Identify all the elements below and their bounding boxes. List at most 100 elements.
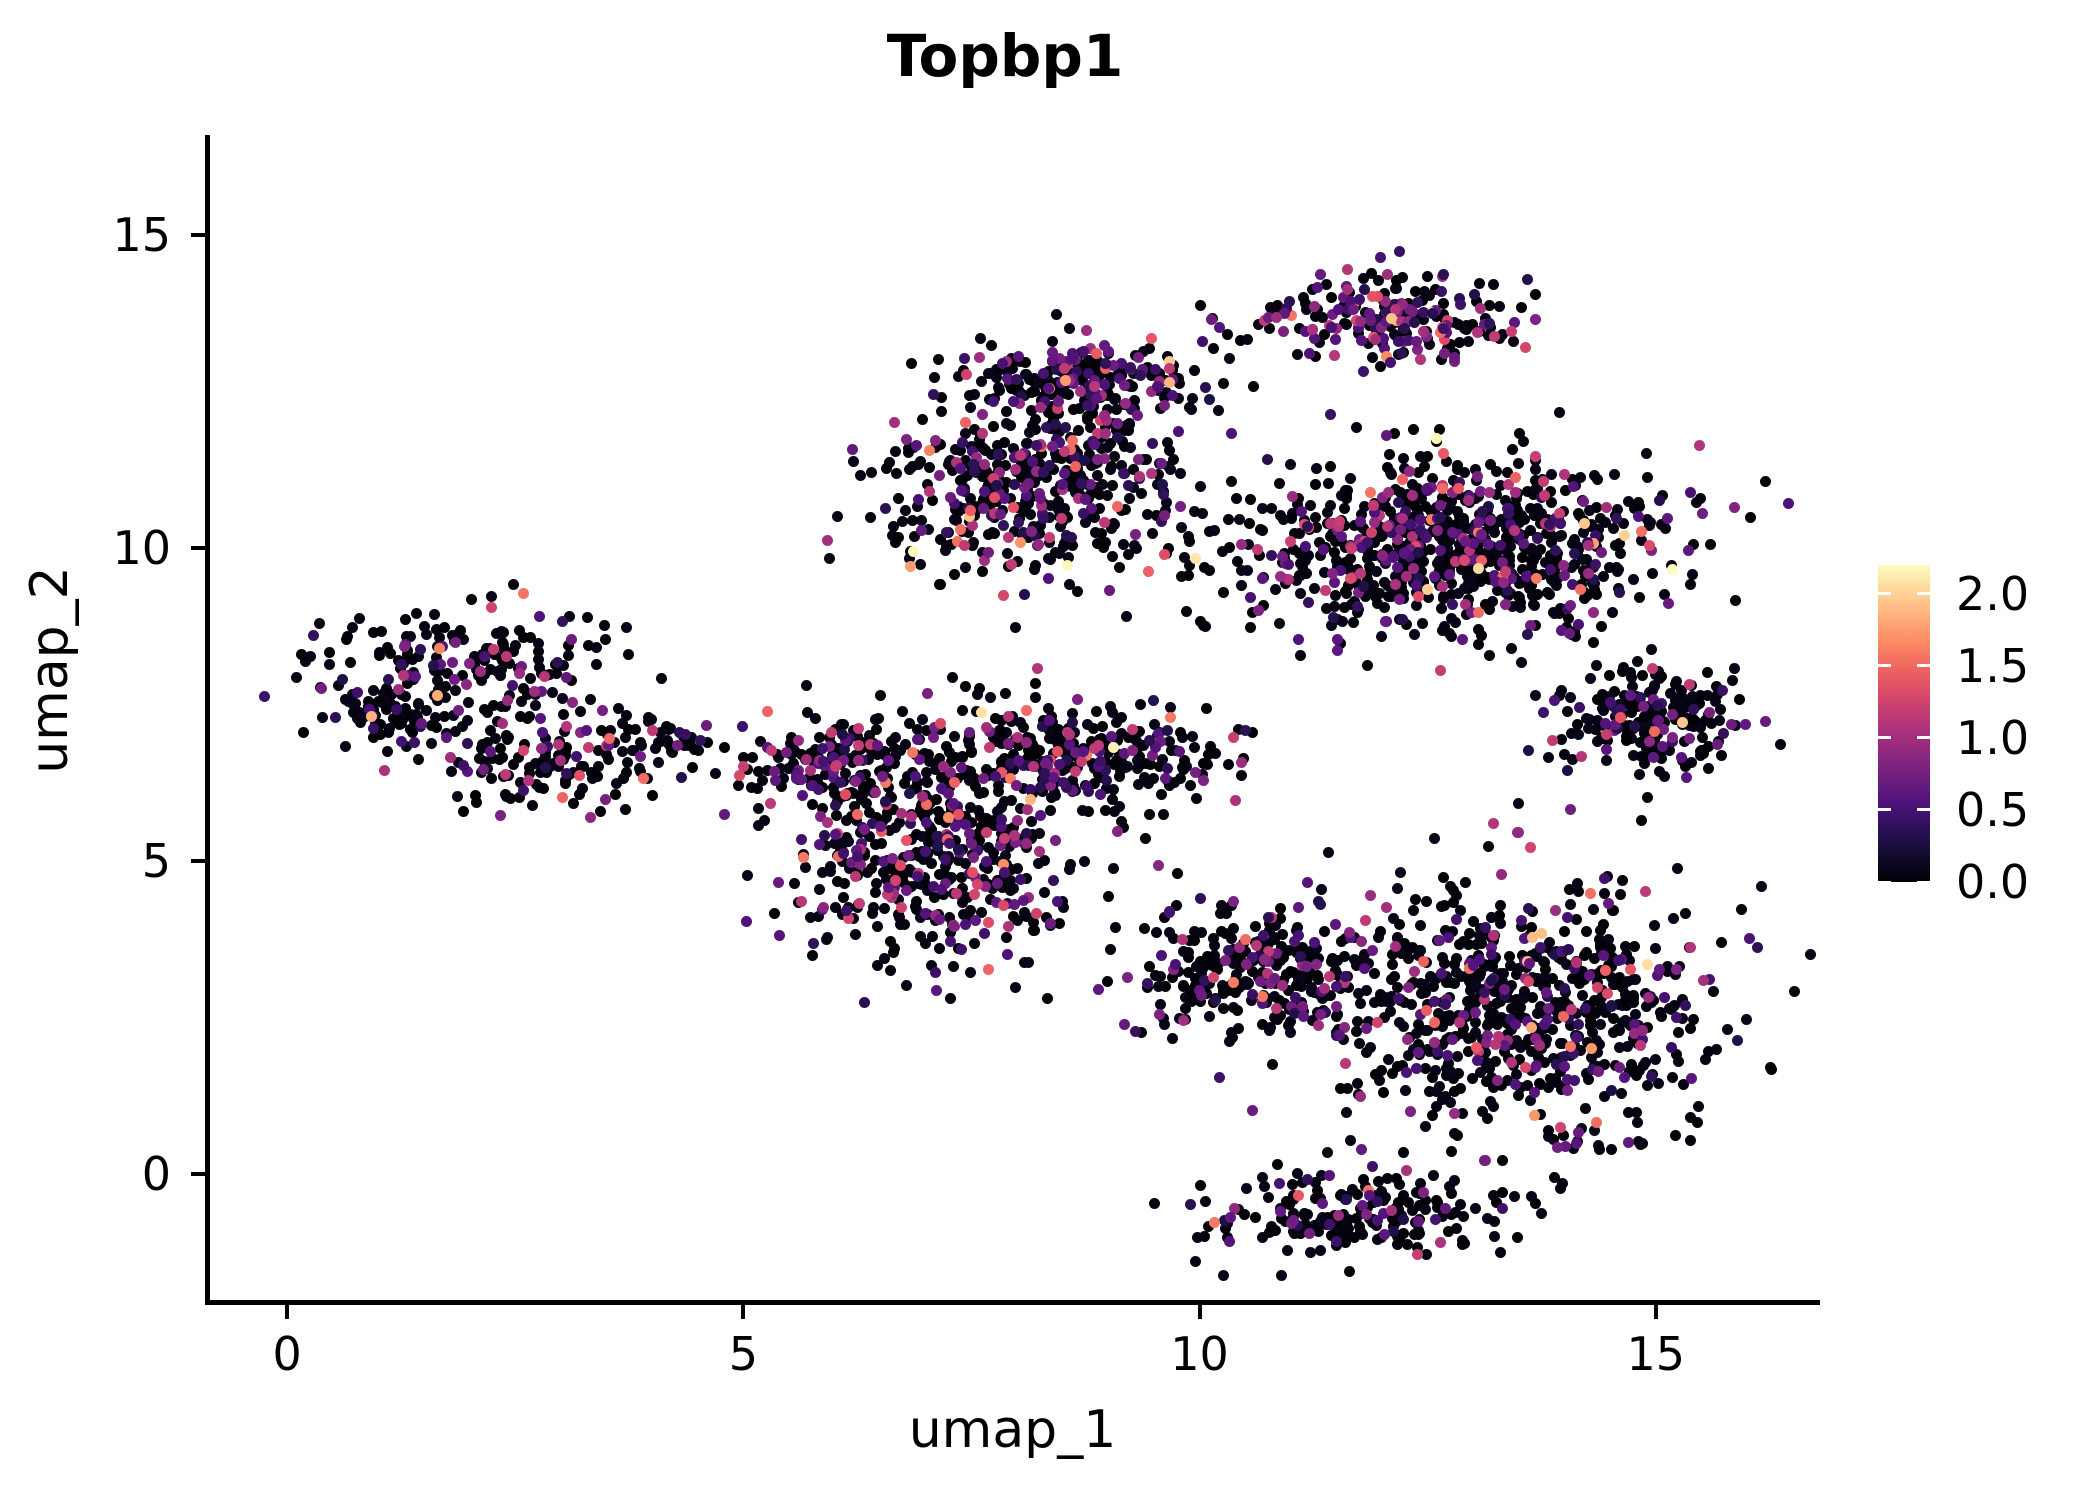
scatter-point — [1685, 1135, 1697, 1147]
scatter-point — [671, 739, 683, 751]
scatter-point — [1361, 660, 1373, 672]
scatter-point — [1362, 542, 1374, 554]
scatter-point — [993, 487, 1005, 499]
scatter-point — [1557, 1177, 1569, 1189]
scatter-point — [1088, 743, 1100, 755]
scatter-point — [1523, 745, 1535, 757]
scatter-point — [1098, 453, 1110, 465]
scatter-point — [298, 726, 310, 738]
scatter-point — [1470, 463, 1482, 475]
scatter-point — [1512, 798, 1524, 810]
scatter-point — [1671, 862, 1683, 874]
scatter-point — [1604, 690, 1616, 702]
scatter-point — [610, 788, 622, 800]
scatter-point — [1350, 422, 1362, 434]
scatter-point — [1190, 766, 1202, 778]
scatter-point — [1122, 479, 1134, 491]
scatter-point — [447, 630, 459, 642]
scatter-point — [1711, 688, 1723, 700]
scatter-point — [438, 621, 450, 633]
scatter-point — [1091, 453, 1103, 465]
scatter-point — [557, 792, 569, 804]
scatter-point — [1544, 549, 1556, 561]
scatter-point — [1551, 1058, 1563, 1070]
scatter-point — [1580, 712, 1592, 724]
scatter-point — [1509, 471, 1521, 483]
scatter-point — [952, 535, 964, 547]
scatter-point — [1515, 509, 1527, 521]
scatter-point — [1448, 351, 1460, 363]
scatter-point — [842, 913, 854, 925]
scatter-point — [983, 819, 995, 831]
scatter-point — [1508, 525, 1520, 537]
scatter-point — [1629, 720, 1641, 732]
scatter-point — [586, 767, 598, 778]
scatter-point — [1012, 914, 1024, 926]
scatter-point — [1277, 326, 1289, 338]
scatter-point — [874, 821, 886, 833]
scatter-point — [1042, 992, 1054, 1004]
scatter-point — [805, 748, 817, 760]
scatter-point — [1626, 671, 1638, 683]
scatter-point — [1456, 633, 1468, 645]
scatter-point — [887, 888, 899, 900]
scatter-point — [917, 831, 929, 843]
scatter-point — [1465, 607, 1477, 619]
scatter-point — [827, 771, 839, 783]
scatter-point — [1314, 899, 1326, 911]
scatter-point — [1218, 377, 1230, 389]
scatter-point — [928, 721, 940, 733]
scatter-point — [865, 863, 877, 875]
scatter-point — [957, 752, 969, 764]
scatter-point — [949, 730, 961, 742]
scatter-point — [1031, 377, 1043, 389]
scatter-point — [1153, 469, 1165, 481]
scatter-point — [909, 770, 921, 782]
scatter-point — [1528, 599, 1540, 611]
scatter-point — [1069, 747, 1081, 759]
scatter-point — [1576, 750, 1588, 762]
scatter-point — [926, 494, 938, 506]
scatter-point — [1313, 537, 1325, 549]
scatter-point — [778, 772, 790, 784]
scatter-point — [1685, 1073, 1697, 1085]
scatter-point — [1491, 466, 1503, 478]
scatter-point — [1535, 1208, 1547, 1220]
scatter-point — [1035, 493, 1047, 505]
scatter-point — [915, 524, 927, 536]
scatter-point — [1499, 543, 1511, 555]
scatter-point — [1387, 550, 1399, 562]
scatter-point — [795, 834, 807, 846]
scatter-point — [1488, 1231, 1500, 1243]
scatter-point — [1197, 774, 1209, 786]
scatter-point — [1073, 402, 1085, 414]
scatter-point — [446, 766, 458, 778]
scatter-point — [1525, 525, 1537, 537]
scatter-point — [881, 761, 893, 773]
scatter-point — [920, 767, 932, 779]
scatter-point — [1592, 474, 1604, 486]
scatter-point — [1572, 877, 1584, 889]
scatter-point — [1037, 720, 1049, 732]
scatter-point — [949, 921, 961, 933]
scatter-point — [1649, 1053, 1661, 1065]
scatter-point — [1469, 1006, 1481, 1018]
scatter-point — [1092, 983, 1104, 995]
scatter-point — [1610, 513, 1622, 525]
scatter-point — [1091, 469, 1103, 481]
scatter-point — [1302, 521, 1314, 533]
scatter-point — [583, 741, 595, 753]
scatter-point — [486, 773, 498, 785]
scatter-point — [1427, 1071, 1439, 1083]
scatter-point — [1057, 478, 1069, 490]
scatter-point — [1062, 559, 1074, 571]
scatter-point — [1507, 336, 1519, 348]
scatter-point — [560, 741, 572, 753]
scatter-point — [810, 713, 822, 725]
scatter-point — [1508, 317, 1520, 329]
scatter-point — [1493, 301, 1505, 313]
scatter-point — [911, 734, 923, 746]
scatter-point — [1381, 430, 1393, 442]
scatter-point — [1558, 469, 1570, 481]
scatter-point — [1285, 536, 1297, 548]
